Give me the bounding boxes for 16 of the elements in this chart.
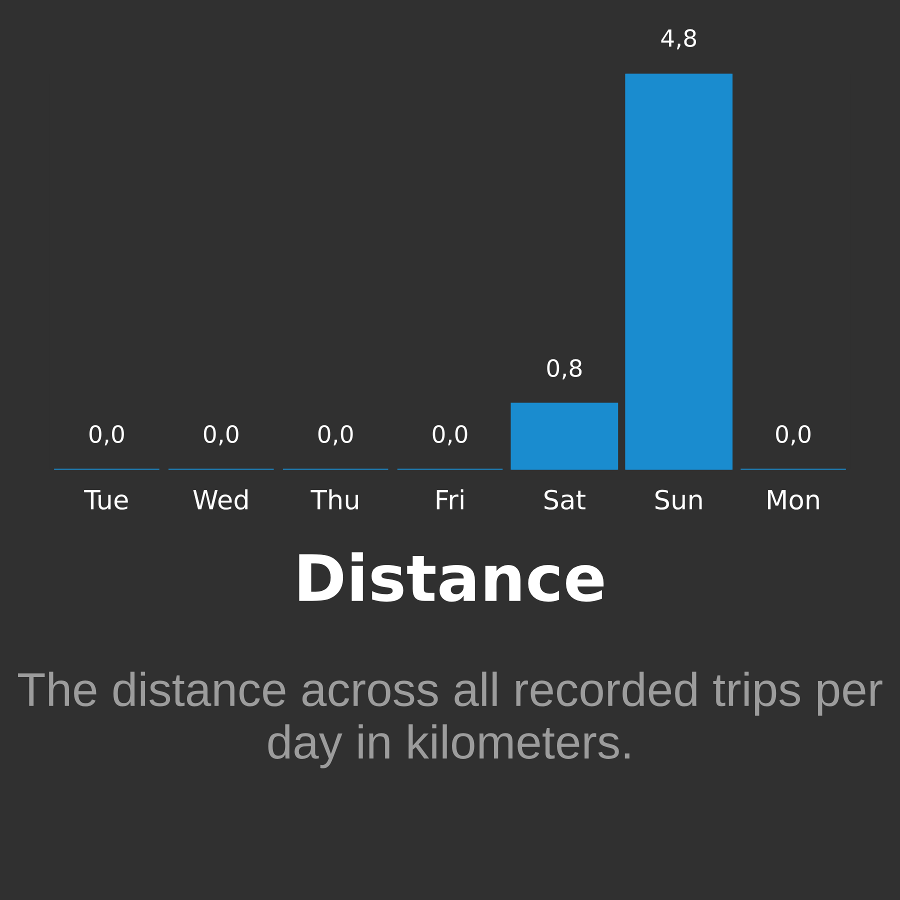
data-label: 0,0 xyxy=(204,425,238,446)
x-tick-label: Tue xyxy=(84,490,128,510)
data-label: 0,0 xyxy=(432,425,468,446)
x-tick-label: Fri xyxy=(436,489,464,510)
text: Distance xyxy=(299,552,604,602)
data-label: 0,0 xyxy=(89,425,124,446)
data-label: 0,0 xyxy=(776,425,810,446)
x-tick-label: Thu xyxy=(310,489,358,510)
data-label: 0,8 xyxy=(547,359,582,380)
x-tick-label: Sat xyxy=(544,490,586,510)
data-label: 4,8 xyxy=(661,29,696,50)
text: The distance across all recorded trips per day in kilometers. xyxy=(18,672,882,768)
x-tick-label: Wed xyxy=(193,489,248,510)
data-label: 0,0 xyxy=(318,425,353,446)
x-tick-label: Sun xyxy=(655,490,702,510)
x-tick-label: Mon xyxy=(768,490,819,510)
